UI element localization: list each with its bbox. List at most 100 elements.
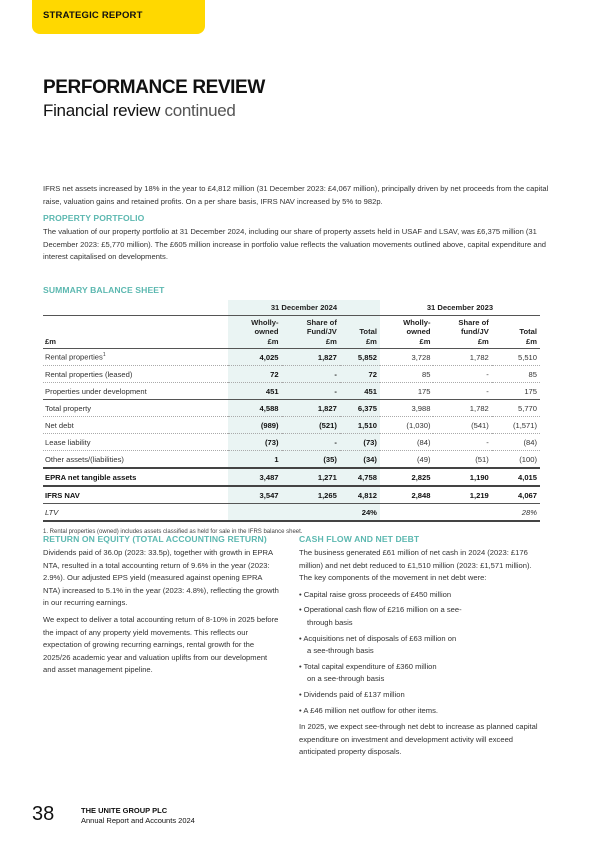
row-label: Total property bbox=[43, 400, 228, 417]
table-cell: (73) bbox=[228, 433, 282, 451]
table-cell: 5,852 bbox=[339, 348, 380, 366]
row-label-text: EPRA net tangible assets bbox=[45, 472, 137, 482]
company-name: THE UNITE GROUP PLC bbox=[81, 806, 168, 815]
table-cell: 5,770 bbox=[517, 403, 537, 413]
table-cell: 85 bbox=[422, 369, 431, 379]
table-row: LTV 24% 28% bbox=[43, 503, 540, 522]
table-cell: 175 bbox=[524, 386, 537, 396]
table-cell: 4,588 bbox=[228, 399, 282, 417]
table-cell: 72 bbox=[228, 365, 282, 383]
table-cell: (1,571) bbox=[512, 420, 537, 430]
column-header-line: £m bbox=[526, 336, 537, 346]
table-cell: 3,728 bbox=[411, 352, 431, 362]
list-item: Acquisitions net of disposals of £63 mil… bbox=[299, 633, 457, 658]
column-header-line: £m bbox=[419, 336, 431, 346]
cash-flow-section: CASH FLOW AND NET DEBT The business gene… bbox=[299, 533, 539, 763]
table-cell: 1,271 bbox=[281, 468, 340, 486]
period-header-2023: 31 December 2023 bbox=[379, 300, 540, 316]
list-item: A £46 million net outflow for other item… bbox=[299, 705, 539, 718]
section-tab-label: STRATEGIC REPORT bbox=[43, 10, 143, 21]
table-cell: (84) bbox=[416, 437, 431, 447]
row-label-text: Net debt bbox=[45, 420, 74, 430]
column-header: Wholly-owned £m bbox=[380, 316, 434, 349]
roe-paragraph-2: We expect to deliver a total accounting … bbox=[43, 614, 279, 675]
table-cell: 1,782 bbox=[469, 403, 489, 413]
table-cell: (84) bbox=[523, 437, 537, 447]
roe-heading: RETURN ON EQUITY (TOTAL ACCOUNTING RETUR… bbox=[43, 534, 267, 544]
table-cell bbox=[380, 504, 434, 522]
table-cell: (541) bbox=[471, 420, 489, 430]
page-subtitle: Financial review continued bbox=[43, 101, 236, 121]
roe-section: RETURN ON EQUITY (TOTAL ACCOUNTING RETUR… bbox=[43, 533, 279, 681]
table-row: Rental properties1 4,025 1,827 5,852 3,728 1,… bbox=[43, 348, 540, 366]
table-cell: (521) bbox=[281, 416, 340, 434]
empty-header bbox=[43, 300, 228, 316]
row-label-text: LTV bbox=[45, 507, 59, 517]
column-header-line: owned bbox=[254, 327, 279, 336]
column-header-line: Fund/JV bbox=[306, 327, 337, 336]
table-cell: 2,848 bbox=[411, 490, 431, 500]
table-footnote: 1. Rental properties (owned) includes as… bbox=[43, 529, 303, 535]
cash-flow-bullets: Capital raise gross proceeds of £450 mil… bbox=[299, 589, 539, 717]
list-item: Capital raise gross proceeds of £450 mil… bbox=[299, 589, 539, 602]
cash-flow-heading: CASH FLOW AND NET DEBT bbox=[299, 534, 420, 544]
table-row: Rental properties (leased) 72-72 85-85 bbox=[43, 365, 540, 383]
table-cell: 1,190 bbox=[469, 472, 489, 482]
unit-label: £m bbox=[45, 336, 56, 346]
table-row: Lease liability (73) - (73) (84) - (84) bbox=[43, 433, 540, 451]
table-cell: 24% bbox=[339, 503, 380, 521]
balance-sheet-section: SUMMARY BALANCE SHEET 31 December 2024 3… bbox=[43, 284, 540, 536]
column-header-line: Wholly- bbox=[403, 317, 431, 327]
table-cell: 4,015 bbox=[517, 472, 537, 482]
table-cell: 72 bbox=[339, 365, 380, 383]
table-cell: - bbox=[281, 365, 340, 383]
table-cell: 1,219 bbox=[469, 490, 489, 500]
column-header-line: £m bbox=[477, 336, 489, 346]
column-header-line: Wholly- bbox=[251, 317, 279, 327]
table-cell: 4,067 bbox=[517, 490, 537, 500]
row-label: Properties under development bbox=[43, 383, 228, 400]
table-cell: 1,265 bbox=[281, 486, 340, 504]
table-cell bbox=[228, 503, 282, 521]
footnote-marker: 1 bbox=[102, 352, 106, 359]
table-cell: 6,375 bbox=[339, 399, 380, 417]
subtitle-main: Financial review bbox=[43, 101, 161, 120]
table-cell: - bbox=[281, 433, 340, 451]
table-cell: (1,030) bbox=[406, 420, 431, 430]
column-header-line: owned bbox=[406, 327, 431, 336]
column-header-line: £m bbox=[267, 336, 279, 346]
table-cell: (49) bbox=[416, 454, 431, 464]
table-cell: 2,825 bbox=[411, 472, 431, 482]
cash-flow-intro: The business generated £61 million of ne… bbox=[299, 548, 532, 583]
balance-sheet-heading: SUMMARY BALANCE SHEET bbox=[43, 285, 165, 295]
row-label: Lease liability bbox=[43, 434, 228, 451]
table-cell bbox=[433, 504, 491, 522]
table-cell: 451 bbox=[228, 382, 282, 400]
table-cell: 1 bbox=[228, 450, 282, 468]
table-cell: - bbox=[281, 382, 340, 400]
table-row: IFRS NAV 3,547 1,265 4,812 2,848 1,219 4,067 bbox=[43, 486, 540, 504]
column-header: Wholly-owned £m bbox=[228, 315, 282, 349]
intro-section: IFRS net assets increased by 18% in the … bbox=[43, 183, 553, 268]
table-cell: 28% bbox=[521, 507, 537, 517]
property-portfolio-text: The valuation of our property portfolio … bbox=[43, 227, 547, 262]
section-tab: STRATEGIC REPORT bbox=[32, 0, 205, 34]
page-title: PERFORMANCE REVIEW bbox=[43, 77, 265, 98]
report-name: Annual Report and Accounts 2024 bbox=[81, 816, 195, 825]
column-header-line: £m bbox=[365, 336, 377, 346]
column-header-line: Total bbox=[519, 327, 537, 336]
table-cell: (34) bbox=[339, 450, 380, 468]
table-row: Other assets/(liabilities) 1 (35) (34) (49) (… bbox=[43, 450, 540, 468]
list-item: Operational cash flow of £216 million on… bbox=[299, 604, 467, 629]
column-header: Total £m bbox=[339, 315, 380, 349]
table-cell: 3,487 bbox=[228, 468, 282, 486]
table-cell: 1,827 bbox=[281, 348, 340, 366]
table-cell: - bbox=[486, 437, 489, 447]
table-cell: 1,782 bbox=[469, 352, 489, 362]
table-cell: 1,827 bbox=[281, 399, 340, 417]
column-header-line: £m bbox=[325, 336, 337, 346]
column-header-line: fund/JV bbox=[460, 327, 489, 336]
table-cell: 85 bbox=[528, 369, 537, 379]
table-cell: 3,547 bbox=[228, 486, 282, 504]
